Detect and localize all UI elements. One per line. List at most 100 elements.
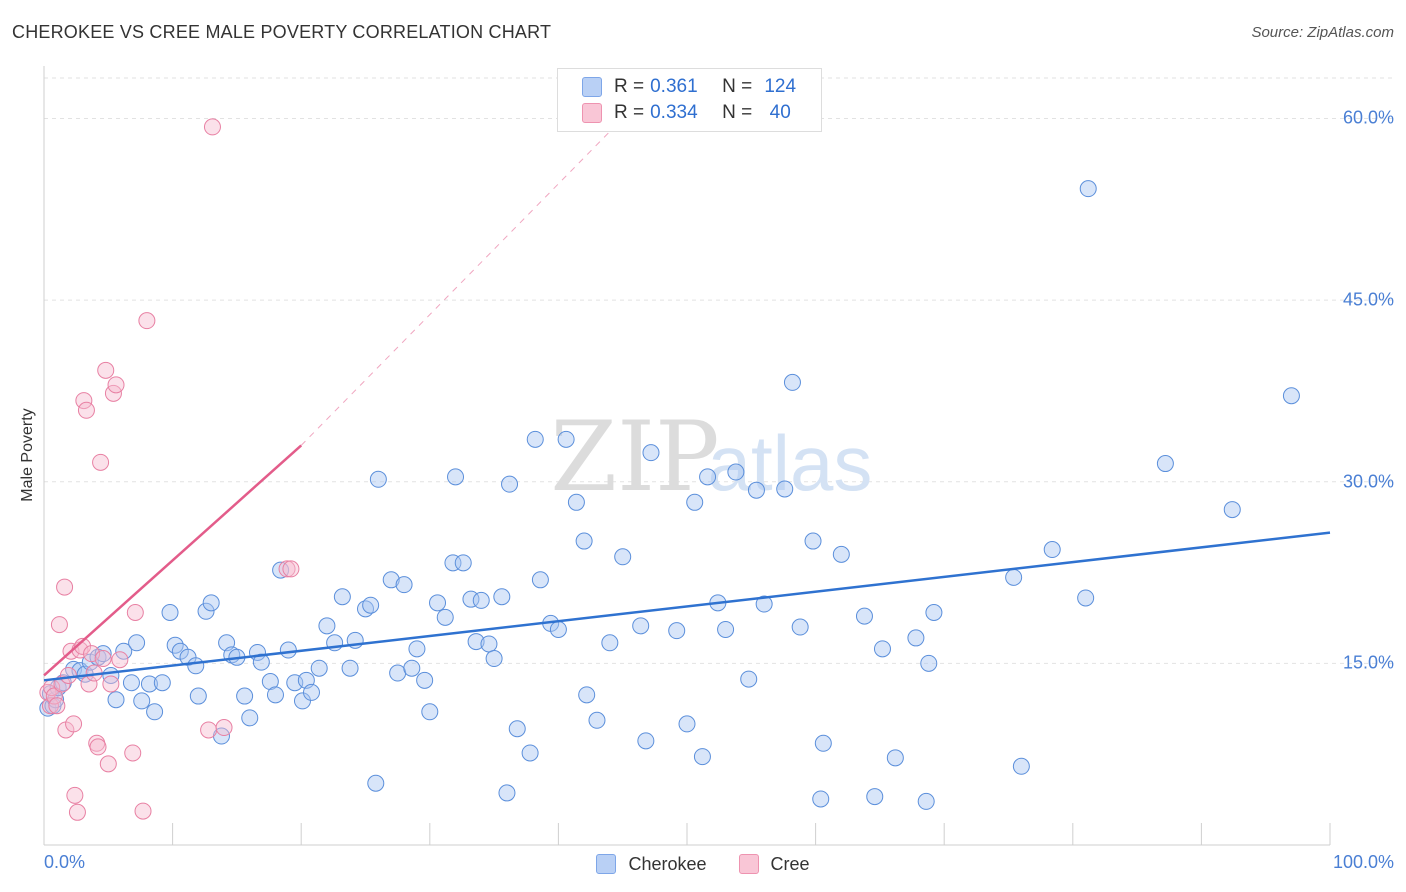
cherokee-point <box>549 620 567 638</box>
cree-point <box>215 719 233 737</box>
cherokee-point <box>444 554 462 572</box>
y-tick-label: 60.0% <box>1342 107 1394 128</box>
cherokee-point <box>153 674 171 692</box>
cherokee-point <box>866 788 884 806</box>
n-value: 40 <box>769 102 791 123</box>
cherokee-point <box>382 571 400 589</box>
cherokee-point <box>421 703 439 721</box>
cree-point <box>77 401 95 419</box>
chart-title: CHEROKEE VS CREE MALE POVERTY CORRELATIO… <box>12 22 552 42</box>
watermark-atlas: atlas <box>708 419 873 507</box>
cherokee-point <box>279 641 297 659</box>
y-tick-label: 30.0% <box>1342 471 1394 492</box>
cherokee-swatch <box>582 77 602 97</box>
legend-label-cherokee: Cherokee <box>628 853 707 874</box>
data-points <box>39 118 1300 821</box>
cherokee-point <box>1012 757 1030 775</box>
cherokee-point <box>567 493 585 511</box>
cherokee-point <box>362 596 380 614</box>
cherokee-point <box>122 674 140 692</box>
cherokee-point <box>755 595 773 613</box>
cherokee-point <box>614 548 632 566</box>
cherokee-point <box>197 602 215 620</box>
cherokee-point <box>498 784 516 802</box>
cherokee-point <box>395 576 413 594</box>
cherokee-point <box>678 715 696 733</box>
cherokee-point <box>310 659 328 677</box>
cherokee-point <box>429 594 447 612</box>
cherokee-point <box>686 493 704 511</box>
cherokee-point <box>389 664 407 682</box>
stats-legend-row-cree: R = 0.334 N = 40 <box>582 101 800 125</box>
cherokee-point <box>241 709 259 727</box>
cherokee-point <box>804 532 822 550</box>
grid-lines <box>44 77 1395 664</box>
cherokee-point <box>161 604 179 621</box>
cree-trend-line <box>43 444 303 677</box>
legend-item-cherokee: Cherokee <box>596 852 707 876</box>
trend-lines <box>43 118 1331 682</box>
cree-point <box>89 738 107 756</box>
cherokee-point <box>1223 501 1241 519</box>
cherokee-point <box>94 645 112 663</box>
cherokee-point <box>832 545 850 563</box>
cherokee-point <box>907 629 925 647</box>
cherokee-point <box>578 686 596 704</box>
cree-point <box>75 392 93 410</box>
legend-label-cree: Cree <box>770 853 810 874</box>
cherokee-point <box>508 720 526 738</box>
cree-point <box>111 651 129 669</box>
cherokee-point <box>447 468 465 486</box>
cherokee-trend-line <box>43 531 1331 682</box>
cree-point <box>92 453 110 471</box>
series-legend: Cherokee Cree <box>0 852 1406 876</box>
cherokee-point <box>791 618 809 636</box>
cherokee-point <box>531 571 549 589</box>
cree-point <box>203 118 221 136</box>
cherokee-point <box>1005 568 1023 586</box>
cherokee-point <box>637 732 655 750</box>
cherokee-point <box>747 481 765 499</box>
cree-point <box>138 312 156 330</box>
cherokee-point <box>526 430 544 448</box>
cherokee-point <box>115 642 133 660</box>
cree-point <box>45 687 63 705</box>
cherokee-point <box>107 691 125 709</box>
cherokee-point <box>812 790 830 808</box>
r-value: 0.361 <box>650 76 698 97</box>
cherokee-point <box>873 640 891 658</box>
cree-trend-extension <box>300 118 624 446</box>
cherokee-point <box>521 744 539 762</box>
legend-item-cree: Cree <box>738 852 810 876</box>
cherokee-point <box>140 675 158 693</box>
cree-point <box>107 376 125 394</box>
cherokee-point <box>302 683 320 701</box>
cherokee-point <box>588 711 606 729</box>
x-tick-label-min: 0.0% <box>44 852 86 872</box>
cherokee-swatch <box>596 854 617 874</box>
cree-point <box>126 604 144 621</box>
cree-swatch <box>738 854 759 874</box>
cree-point <box>200 721 218 739</box>
cherokee-point <box>814 734 832 752</box>
cherokee-point <box>480 635 498 653</box>
cherokee-point <box>467 633 485 651</box>
cherokee-point <box>403 659 421 677</box>
cherokee-point <box>693 748 711 766</box>
cherokee-point <box>367 774 385 792</box>
cherokee-point <box>886 749 904 767</box>
r-label: R = <box>614 102 645 123</box>
cree-point <box>282 560 300 578</box>
cherokee-point <box>189 687 207 705</box>
cherokee-point <box>202 594 220 612</box>
cherokee-point <box>601 634 619 652</box>
cherokee-point <box>293 692 311 710</box>
x-tick-label-max: 100.0% <box>1332 852 1394 872</box>
n-label: N = <box>722 102 753 123</box>
cherokee-point <box>776 480 794 498</box>
cherokee-point <box>501 475 519 493</box>
cherokee-point <box>408 640 426 658</box>
cherokee-point <box>1043 541 1061 559</box>
cherokee-point <box>146 703 164 721</box>
cherokee-point <box>318 617 336 635</box>
